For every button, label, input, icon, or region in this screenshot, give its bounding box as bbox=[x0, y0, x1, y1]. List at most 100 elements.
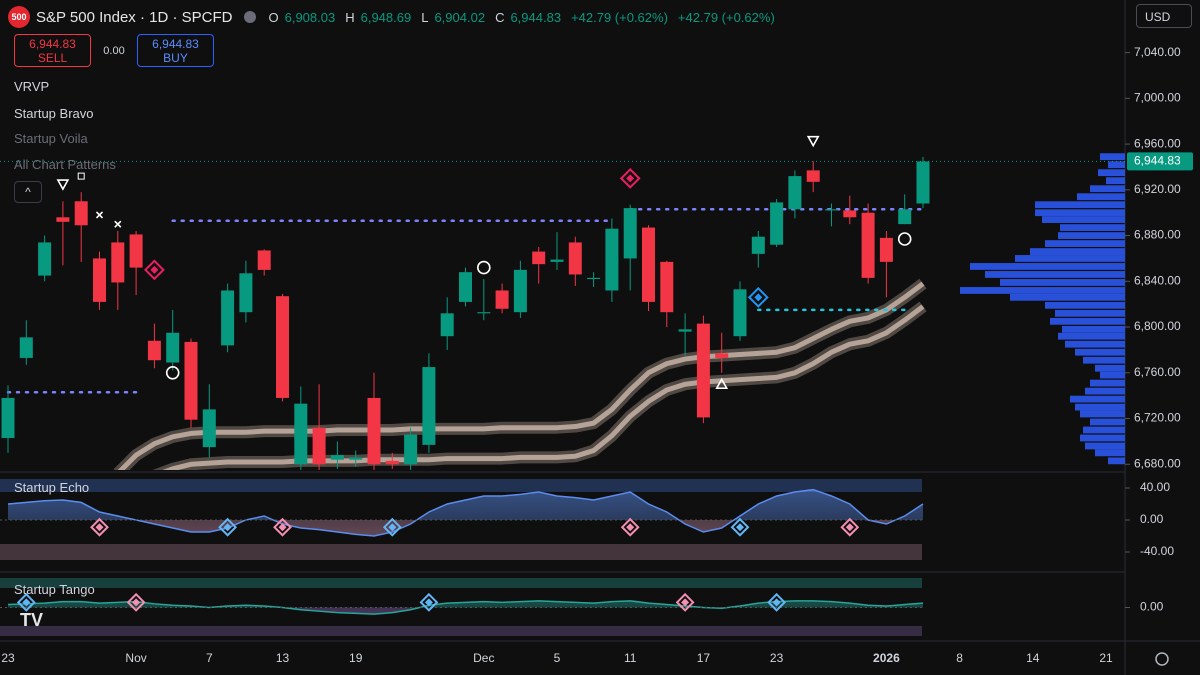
x-tick-label: Nov bbox=[125, 651, 146, 665]
candle-body bbox=[513, 269, 527, 313]
x-tick-label: 14 bbox=[1026, 651, 1040, 665]
candle-body bbox=[788, 176, 802, 210]
ribbon bbox=[162, 304, 925, 470]
y-tick-label: 6,760.00 bbox=[1134, 365, 1181, 379]
marker-triangle bbox=[715, 377, 729, 390]
volume-profile-bar bbox=[1080, 434, 1125, 442]
volume-profile-bar bbox=[1095, 364, 1125, 372]
signal-diamond bbox=[419, 592, 439, 612]
candle-body bbox=[733, 289, 747, 337]
volume-profile-bar bbox=[1060, 224, 1125, 231]
settings-icon[interactable] bbox=[1155, 652, 1169, 666]
sell-button[interactable]: 6,944.83 SELL bbox=[14, 34, 91, 67]
x-tick-label: 8 bbox=[956, 651, 963, 665]
volume-profile-bar bbox=[1080, 410, 1125, 418]
signal-diamond bbox=[218, 517, 238, 537]
candle-body bbox=[843, 210, 857, 218]
y-tick-label: 6,800.00 bbox=[1134, 319, 1181, 333]
x-tick-label: 17 bbox=[697, 651, 711, 665]
volume-profile-bar bbox=[1045, 301, 1125, 309]
candle-body bbox=[74, 201, 88, 226]
candle-body bbox=[330, 455, 344, 460]
candle-body bbox=[861, 212, 875, 278]
volume-profile-bar bbox=[1062, 325, 1125, 333]
volume-profile-bar bbox=[1083, 356, 1125, 364]
echo-upper-band bbox=[0, 479, 922, 492]
candle-body bbox=[422, 367, 436, 445]
symbol-title[interactable]: S&P 500 Index · 1D · SPCFD bbox=[36, 8, 233, 26]
volume-profile-bar bbox=[1108, 161, 1125, 169]
indicator-legend[interactable]: VRVP bbox=[14, 79, 50, 94]
x-tick-label: 23 bbox=[1, 651, 15, 665]
volume-profile-bar bbox=[1055, 309, 1125, 317]
volume-profile-bar bbox=[1058, 332, 1125, 340]
signal-diamond bbox=[90, 517, 109, 537]
y-tick-label: 6,920.00 bbox=[1134, 182, 1181, 196]
ohlc-key: C bbox=[495, 9, 505, 25]
ohlc-key: L bbox=[421, 9, 429, 25]
volume-profile-bar bbox=[1106, 177, 1125, 185]
volume-profile-bar bbox=[1035, 201, 1125, 209]
volume-profile-bar bbox=[1098, 169, 1125, 177]
volume-profile-bar bbox=[1075, 403, 1125, 411]
signal-diamond bbox=[620, 517, 640, 537]
candle-body bbox=[751, 236, 765, 254]
indicator-legend[interactable]: Startup Voila bbox=[14, 131, 88, 146]
currency-selector[interactable]: USD bbox=[1136, 4, 1192, 28]
signal-diamond bbox=[126, 592, 146, 612]
volume-profile-bar bbox=[1085, 442, 1125, 450]
ribbon-glow bbox=[152, 301, 927, 470]
indicator-legend[interactable]: All Chart Patterns bbox=[14, 157, 116, 172]
buy-price: 6,944.83 bbox=[152, 37, 199, 51]
signal-diamond-core bbox=[681, 598, 690, 607]
volume-profile-bar bbox=[1100, 153, 1125, 161]
candle-body bbox=[1, 397, 15, 438]
candle-body bbox=[532, 251, 546, 265]
volume-profile-bar bbox=[1090, 418, 1125, 426]
volume-profile-bar bbox=[1075, 348, 1125, 356]
indicator-legend[interactable]: Startup Bravo bbox=[14, 106, 94, 121]
pane-title: Startup Tango bbox=[14, 582, 95, 597]
candle-body bbox=[477, 312, 491, 314]
volume-profile-bar bbox=[1015, 255, 1125, 262]
x-tick-label: 5 bbox=[554, 651, 561, 665]
volume-profile-bar bbox=[1000, 279, 1125, 286]
x-tick-label: 23 bbox=[770, 651, 784, 665]
signal-diamond-core bbox=[22, 598, 31, 607]
candle-body bbox=[166, 332, 180, 363]
marker-triangle bbox=[56, 179, 70, 191]
signal-diamond-core bbox=[626, 523, 635, 532]
candle-body bbox=[696, 323, 710, 418]
volume-profile-bar bbox=[1100, 371, 1125, 379]
candle-body bbox=[184, 341, 198, 420]
x-tick-label: 21 bbox=[1099, 651, 1113, 665]
candle-body bbox=[495, 290, 509, 309]
volume-profile-bar bbox=[1010, 293, 1125, 301]
sell-price: 6,944.83 bbox=[29, 37, 76, 51]
volume-profile-bar bbox=[1090, 379, 1125, 387]
volume-profile-bar bbox=[1042, 216, 1125, 223]
volume-profile-bar bbox=[1085, 387, 1125, 395]
signal-diamond bbox=[840, 517, 860, 537]
signal-diamond-core bbox=[845, 523, 854, 532]
candle-body bbox=[715, 353, 729, 358]
x-tick-label: 11 bbox=[624, 651, 637, 665]
sell-label: SELL bbox=[37, 51, 68, 65]
marker-square bbox=[77, 172, 85, 180]
volume-profile-bar bbox=[1070, 395, 1125, 403]
last-price-tag bbox=[1127, 152, 1193, 171]
candle-body bbox=[678, 329, 692, 332]
pane-title: Startup Echo bbox=[14, 480, 90, 495]
signal-diamond bbox=[730, 517, 750, 537]
volume-profile-bar bbox=[960, 287, 1125, 294]
collapse-button[interactable]: ^ bbox=[14, 181, 42, 203]
volume-profile-bar bbox=[985, 271, 1125, 278]
candle-body bbox=[239, 273, 253, 313]
candle-body bbox=[257, 250, 271, 270]
volume-profile-bar bbox=[1083, 426, 1125, 434]
candle-body bbox=[404, 434, 418, 465]
market-status bbox=[244, 11, 257, 23]
buy-button[interactable]: 6,944.83 BUY bbox=[137, 34, 214, 67]
candle-body bbox=[221, 290, 235, 346]
